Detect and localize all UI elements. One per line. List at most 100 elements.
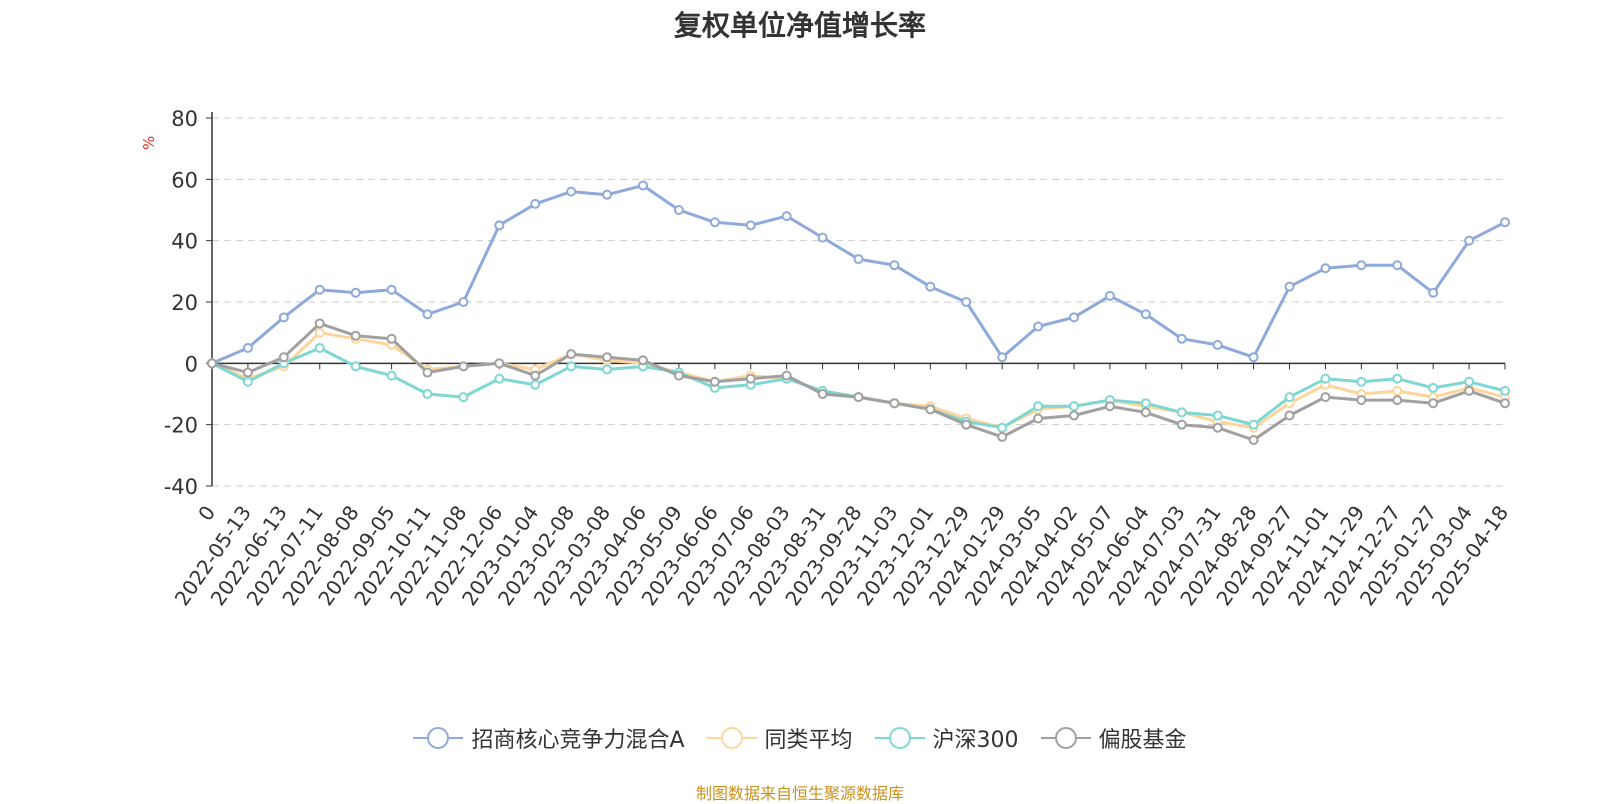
- legend-marker-icon: [1040, 727, 1091, 749]
- data-point: [602, 364, 613, 375]
- data-point: [817, 232, 828, 243]
- data-point: [350, 287, 361, 298]
- data-point: [1284, 410, 1295, 421]
- data-point: [997, 352, 1008, 363]
- x-tick-label: 0: [193, 501, 220, 525]
- data-point: [817, 389, 828, 399]
- data-point: [242, 343, 253, 353]
- data-point: [1320, 263, 1331, 274]
- data-point: [997, 422, 1008, 433]
- data-point: [530, 379, 541, 390]
- data-point: [673, 205, 684, 215]
- data-point: [853, 254, 864, 265]
- data-point: [745, 220, 756, 231]
- data-point: [638, 180, 648, 191]
- data-point: [1104, 401, 1115, 412]
- data-point: [602, 189, 613, 200]
- data-point: [961, 419, 972, 430]
- data-point: [458, 361, 469, 372]
- data-source-note: 制图数据来自恒生聚源数据库: [695, 784, 904, 803]
- data-point: [422, 367, 433, 378]
- data-point: [1500, 217, 1510, 228]
- chart-title: 复权单位净值增长率: [673, 9, 926, 42]
- data-point: [1284, 392, 1295, 403]
- data-point: [566, 186, 577, 197]
- data-point: [709, 376, 720, 387]
- data-point: [386, 333, 397, 344]
- data-point: [638, 355, 648, 366]
- data-point: [1464, 376, 1475, 387]
- data-point: [1392, 395, 1403, 406]
- legend-item-1[interactable]: 同类平均: [706, 722, 853, 754]
- data-point: [1176, 407, 1187, 418]
- data-point: [889, 260, 900, 271]
- data-point: [242, 376, 253, 387]
- data-point: [745, 373, 756, 384]
- legend-item-3[interactable]: 偏股基金: [1040, 722, 1187, 754]
- data-point: [1428, 287, 1439, 298]
- data-point: [314, 284, 325, 295]
- data-point: [602, 352, 613, 363]
- data-point: [1176, 333, 1187, 344]
- legend-label: 同类平均: [764, 728, 853, 753]
- legend-label: 沪深300: [932, 728, 1019, 753]
- legend-item-0[interactable]: 招商核心竞争力混合A: [413, 722, 685, 754]
- data-point: [1464, 235, 1475, 246]
- data-point: [1428, 382, 1439, 393]
- data-point: [422, 309, 433, 320]
- legend-circle: [1054, 727, 1077, 749]
- data-point: [673, 370, 684, 381]
- data-point: [494, 220, 505, 231]
- legend-marker-icon: [706, 727, 757, 749]
- data-point: [278, 352, 289, 363]
- data-point: [1104, 290, 1115, 301]
- legend-circle: [427, 727, 450, 749]
- data-point: [1069, 312, 1079, 323]
- y-tick-label: 60: [171, 168, 198, 192]
- data-point: [350, 361, 361, 372]
- data-point: [494, 373, 505, 384]
- data-point: [314, 327, 325, 338]
- legend-circle: [720, 727, 743, 749]
- data-point: [1140, 407, 1151, 418]
- data-point: [1212, 410, 1223, 421]
- data-point: [314, 343, 325, 353]
- data-point: [1392, 385, 1403, 396]
- legend-marker-icon: [413, 727, 464, 749]
- data-point: [1248, 419, 1259, 430]
- data-point: [853, 392, 864, 403]
- data-point: [494, 358, 505, 369]
- legend-circle: [888, 727, 911, 749]
- data-point: [314, 318, 325, 329]
- series-line-0: [211, 184, 1506, 365]
- data-point: [1212, 422, 1223, 433]
- data-point: [781, 370, 792, 381]
- data-point: [386, 370, 397, 381]
- y-tick-label: 40: [171, 230, 198, 254]
- data-point: [1248, 352, 1259, 363]
- data-point: [997, 431, 1008, 442]
- data-point: [1212, 339, 1223, 350]
- series-line-2: [211, 346, 1506, 430]
- legend-label: 招商核心竞争力混合A: [471, 728, 685, 753]
- data-point: [1140, 309, 1151, 320]
- legend-item-2[interactable]: 沪深300: [874, 722, 1019, 754]
- data-point: [530, 370, 541, 381]
- data-point: [925, 404, 936, 415]
- data-point: [1500, 385, 1510, 396]
- data-point: [709, 217, 720, 228]
- chart-legend: 招商核心竞争力混合A 同类平均 沪深300 偏股基金: [0, 722, 1600, 754]
- data-point: [1356, 376, 1367, 387]
- legend-marker-icon: [874, 727, 925, 749]
- data-point: [1033, 321, 1044, 332]
- data-point: [1069, 401, 1079, 412]
- data-point: [1392, 373, 1403, 384]
- data-point: [1069, 410, 1079, 421]
- y-tick-label: -40: [164, 475, 198, 499]
- data-point: [1320, 392, 1331, 403]
- y-tick-label: 80: [171, 107, 198, 131]
- data-point: [1033, 401, 1044, 412]
- data-point: [1500, 398, 1510, 409]
- data-point: [422, 389, 433, 399]
- data-point: [530, 198, 541, 209]
